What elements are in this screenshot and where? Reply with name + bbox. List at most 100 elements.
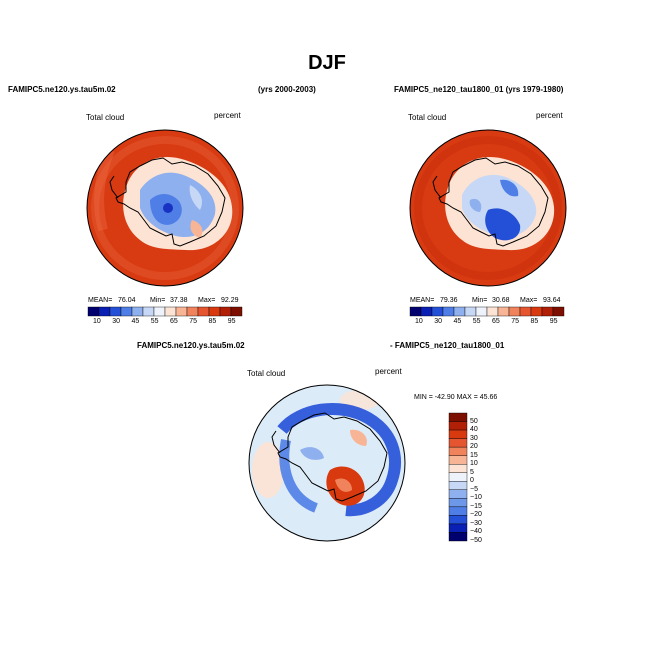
map3-colorbar-cell	[448, 481, 468, 490]
map3-colorbar-cell	[448, 489, 468, 499]
panel2-mean-label: MEAN=	[410, 297, 435, 304]
map2-boundary	[409, 129, 567, 287]
colorbars	[87, 306, 565, 542]
map3-colorbar-cell	[448, 523, 468, 533]
map1-colorbar-tick: 95	[227, 318, 236, 325]
map1-colorbar-cell	[120, 306, 133, 317]
map3-colorbar-cell	[448, 472, 468, 482]
diff-case-a: FAMIPC5.ne120.ys.tau5m.02	[137, 341, 245, 350]
map1-colorbar-cell	[175, 306, 188, 317]
diff-variable: Total cloud	[247, 369, 286, 378]
panel1-case-name: FAMIPC5.ne120.ys.tau5m.02	[8, 85, 116, 94]
map1-colorbar-cell	[219, 306, 232, 317]
map3-antarctica-outline	[277, 412, 388, 502]
map1-colorbar-cell	[87, 306, 100, 317]
map2-colorbar-cell	[409, 306, 422, 317]
map2-colorbar-cell	[497, 306, 510, 317]
map3-boundary	[248, 384, 406, 542]
panel1-mean: 76.04	[118, 297, 136, 304]
map1-colorbar-cell	[208, 306, 221, 317]
figure-title: DJF	[308, 52, 346, 74]
map1-band-west	[94, 148, 115, 232]
map3-colorbar-cell	[448, 515, 468, 525]
panel1-min: 37.38	[170, 297, 188, 304]
map2-colorbar-cell	[552, 306, 565, 317]
map2-antarctica-outline	[438, 157, 549, 247]
map3-colorbar-tick: 20	[470, 443, 478, 451]
map1-colorbar-tick: 10	[93, 318, 101, 325]
map1-interior-light	[189, 185, 202, 210]
map2-colorbar-tick: 10	[415, 318, 423, 325]
map3-colorbar-tick: −5	[470, 485, 478, 493]
panel2-min: 30.68	[492, 297, 510, 304]
map2-colorbar-cell	[475, 306, 488, 317]
map2-colorbar-tick: 45	[453, 318, 462, 325]
map1-colorbar-cell	[98, 306, 111, 317]
map3-colorbar-cell	[448, 421, 468, 431]
map3-colorbar-cell	[448, 464, 468, 473]
panel1-units: percent	[214, 111, 241, 120]
map2-colorbar-tick: 95	[549, 318, 558, 325]
map2-colorbar-cell	[530, 306, 543, 317]
map1-colorbar-cell	[142, 306, 155, 317]
panel1-years: (yrs 2000-2003)	[258, 85, 316, 94]
map3-orange-patch	[335, 478, 352, 492]
map3-colorbar-tick: −30	[470, 519, 482, 527]
map3-colorbar-tick: −40	[470, 528, 482, 536]
map1-colorbar-tick: 30	[112, 318, 121, 325]
map3-blue-interior	[300, 447, 324, 460]
map2-peninsula-outline	[432, 175, 442, 199]
map2-colorbar-tick: 65	[492, 318, 500, 325]
diff-case-b: - FAMIPC5_ne120_tau1800_01	[390, 341, 505, 350]
map3-colorbar-tick: −50	[470, 537, 482, 544]
map2-colorbar-cell	[486, 306, 499, 317]
panel1-variable: Total cloud	[86, 113, 125, 122]
map2-colorbar-cell	[431, 306, 444, 317]
map1-colorbar-tick: 55	[150, 318, 159, 325]
map3-colorbar-cell	[448, 455, 468, 465]
map3-colorbar-cell	[448, 498, 468, 508]
map2-colorbar-tick: 85	[530, 318, 539, 325]
map1-peninsula-outline	[109, 175, 119, 199]
map1-colorbar-cell	[153, 306, 166, 317]
map2-colorbar-cell	[519, 306, 532, 317]
map3-blue-ring	[277, 402, 401, 517]
map2-colorbar-cell	[420, 306, 433, 317]
map3-colorbar-tick: 5	[470, 468, 474, 476]
map3-colorbar-tick: −10	[470, 494, 482, 502]
map2-colorbar-cell	[541, 306, 554, 317]
map1-colorbar-cell	[186, 306, 199, 317]
diff-stats: MIN = -42.90 MAX = 45.66	[414, 394, 498, 401]
map2-interior-blue2	[469, 198, 482, 212]
map2-colorbar-cell	[508, 306, 521, 317]
map3-colorbar-tick: 50	[470, 417, 478, 425]
map1-colorbar-cell	[131, 306, 144, 317]
map3-colorbar-tick: −15	[470, 502, 482, 510]
map2-colorbar-cell	[442, 306, 455, 317]
map1-colorbar-tick: 75	[189, 318, 198, 325]
map3-colorbar-cell	[448, 438, 468, 448]
panel1-max-label: Max=	[198, 297, 216, 304]
map2-interior-blue	[500, 179, 519, 197]
map3-colorbar-cell	[448, 429, 468, 439]
map1-colorbar-cell	[109, 306, 122, 317]
map3-colorbar-tick: 15	[470, 451, 478, 459]
map2	[410, 130, 566, 286]
map3-colorbar-cell	[448, 412, 468, 422]
map3-colorbar-cell	[448, 506, 468, 516]
map3-colorbar-tick: 40	[470, 426, 478, 434]
panel1-max: 92.29	[221, 297, 239, 304]
map2-interior-darkblue	[485, 208, 521, 241]
map3-pink-west	[252, 442, 284, 498]
panel2-min-label: Min=	[472, 297, 488, 304]
panel2-case-name: FAMIPC5_ne120_tau1800_01 (yrs 1979-1980)	[394, 85, 564, 94]
map3-colorbar-cell	[448, 446, 468, 456]
panel1-min-label: Min=	[150, 297, 166, 304]
panel2-max-label: Max=	[520, 297, 538, 304]
map1-colorbar-cell	[197, 306, 210, 317]
map1-colorbar-tick: 65	[170, 318, 178, 325]
panel1-mean-label: MEAN=	[88, 297, 113, 304]
panel2-mean: 79.36	[440, 297, 458, 304]
map3-colorbar-tick: 30	[470, 434, 478, 442]
map2-colorbar-tick: 30	[434, 318, 443, 325]
